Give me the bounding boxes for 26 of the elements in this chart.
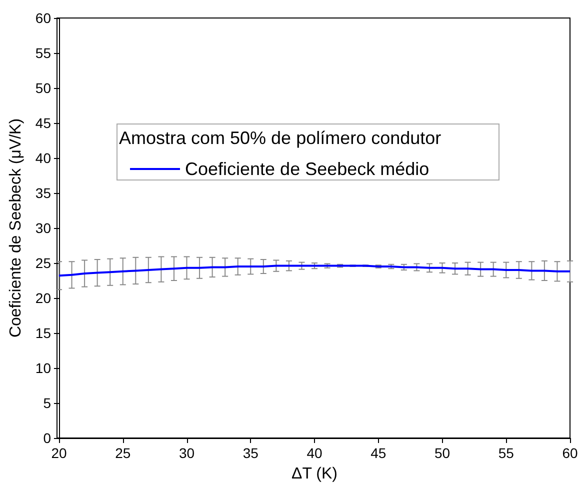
x-tick-label: 35 (242, 445, 259, 461)
line-series (58, 264, 571, 277)
x-tick-label: 45 (370, 445, 386, 461)
y-tick-label: 25 (35, 255, 52, 271)
y-axis-title: Coeficiente de Seebeck (μV/K) (8, 118, 24, 338)
y-tick-label: 45 (35, 115, 52, 131)
y-tick-label: 50 (35, 80, 52, 96)
y-tick-label: 5 (43, 395, 52, 411)
x-tick-label: 40 (306, 445, 322, 461)
x-tick-label: 60 (562, 445, 578, 461)
y-tick-label: 30 (35, 220, 52, 236)
y-tick-label: 60 (35, 10, 52, 26)
y-tick-label: 35 (35, 185, 52, 201)
x-tick-label: 50 (434, 445, 450, 461)
y-tick-label: 55 (35, 45, 52, 61)
y-tick-label: 20 (35, 290, 52, 306)
y-tick-label: 0 (43, 430, 52, 446)
legend-title: Amostra com 50% de polímero condutor (119, 128, 442, 148)
x-tick-label: 25 (115, 445, 131, 461)
y-tick-label: 40 (35, 150, 52, 166)
legend-label: Coeficiente de Seebeck médio (185, 159, 430, 179)
x-tick-label: 30 (178, 445, 195, 461)
y-tick-label: 10 (35, 360, 52, 376)
x-axis-title: ΔT (K) (292, 466, 338, 482)
x-tick-label: 55 (498, 445, 514, 461)
y-tick-label: 15 (35, 325, 52, 341)
